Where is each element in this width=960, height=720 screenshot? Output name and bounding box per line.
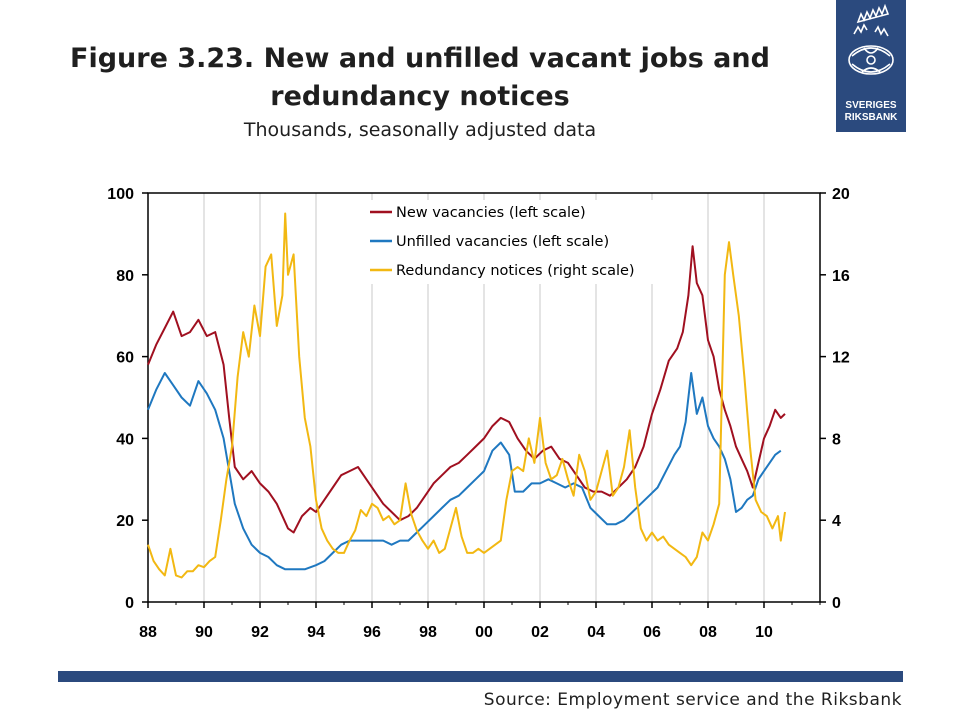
- y-right-tick-label: 0: [832, 595, 841, 612]
- source-note: Source: Employment service and the Riksb…: [483, 690, 902, 710]
- legend-label-2: Unfilled vacancies (left scale): [396, 234, 609, 250]
- y-right-tick-label: 8: [832, 431, 841, 448]
- x-tick-label: 92: [251, 624, 269, 641]
- legend-label-1: New vacancies (left scale): [396, 205, 586, 221]
- chart-title-line-2: redundancy notices: [270, 81, 570, 112]
- x-tick-label: 02: [531, 624, 549, 641]
- logo-text-line-1: SVERIGES: [845, 100, 897, 111]
- chart-subtitle: Thousands, seasonally adjusted data: [243, 119, 597, 141]
- y-right-tick-label: 12: [832, 350, 850, 367]
- x-tick-label: 94: [307, 624, 325, 641]
- series-line-2: [147, 372, 782, 571]
- x-tick-label: 10: [755, 624, 773, 641]
- y-right-tick-label: 16: [832, 268, 850, 285]
- legend-label-3: Redundancy notices (right scale): [396, 263, 635, 279]
- y-left-tick-label: 60: [116, 350, 134, 367]
- y-right-tick-label: 20: [832, 186, 850, 203]
- x-tick-label: 88: [139, 624, 157, 641]
- x-tick-label: 90: [195, 624, 213, 641]
- series-line-3: [147, 212, 786, 579]
- x-tick-label: 96: [363, 624, 381, 641]
- y-left-tick-label: 80: [116, 268, 134, 285]
- series-line-1: [147, 245, 786, 534]
- y-right-tick-label: 4: [832, 513, 841, 530]
- x-tick-label: 04: [587, 624, 605, 641]
- title-block: Figure 3.23. New and unfilled vacant job…: [40, 40, 800, 144]
- y-left-tick-label: 0: [125, 595, 134, 612]
- y-left-tick-label: 20: [116, 513, 134, 530]
- riksbank-logo: SVERIGES RIKSBANK: [836, 0, 906, 132]
- y-left-tick-label: 100: [107, 186, 134, 203]
- logo-text-line-2: RIKSBANK: [844, 112, 898, 123]
- x-tick-label: 06: [643, 624, 661, 641]
- x-tick-label: 08: [699, 624, 717, 641]
- crown-emblem-icon: [848, 3, 894, 75]
- y-left-tick-label: 40: [116, 431, 134, 448]
- x-tick-label: 00: [475, 624, 493, 641]
- chart-title-line-1: Figure 3.23. New and unfilled vacant job…: [70, 43, 770, 74]
- x-tick-label: 98: [419, 624, 437, 641]
- bottom-divider-bar: [58, 671, 903, 682]
